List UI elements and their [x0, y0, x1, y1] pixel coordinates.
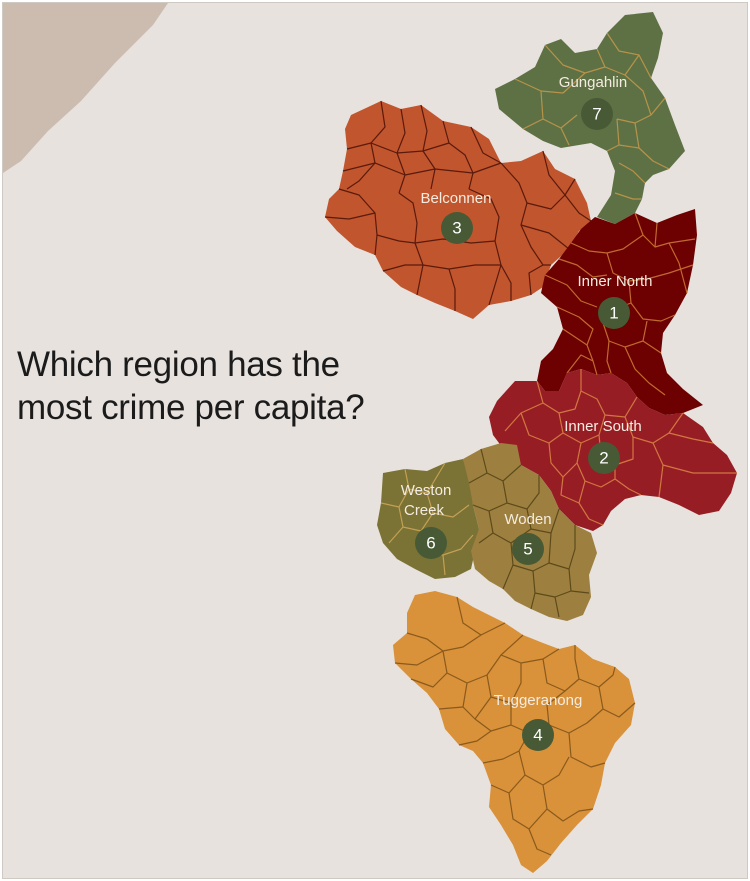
region-label-gungahlin: Gungahlin	[559, 74, 627, 91]
region-label-creek: Creek	[404, 502, 445, 519]
region-label-inner-south: Inner South	[564, 418, 642, 435]
rank-badge-gungahlin: 7	[581, 98, 613, 130]
region-label-tuggeranong: Tuggeranong	[494, 692, 583, 709]
rank-number-inner-south: 2	[599, 449, 608, 468]
rank-badge-tuggeranong: 4	[522, 719, 554, 751]
region-label-woden: Woden	[504, 511, 551, 528]
rank-number-inner-north: 1	[609, 304, 618, 323]
rank-badge-belconnen: 3	[441, 212, 473, 244]
rank-badge-weston-creek: 6	[415, 527, 447, 559]
question-line-1: Which region has the	[17, 345, 340, 384]
region-weston-creek[interactable]	[377, 459, 479, 579]
region-belconnen[interactable]	[324, 100, 592, 319]
rank-number-belconnen: 3	[452, 219, 461, 238]
question-line-2: most crime per capita?	[17, 388, 365, 427]
rank-number-tuggeranong: 4	[533, 726, 542, 745]
canberra-region-map: Gungahlin 7 Belconnen 3 Inner North 1 In…	[3, 3, 737, 873]
region-label-belconnen: Belconnen	[421, 190, 492, 207]
region-woden[interactable]	[463, 443, 597, 621]
region-label-weston: Weston	[401, 482, 452, 499]
region-label-inner-north: Inner North	[577, 273, 652, 290]
rank-number-woden: 5	[523, 540, 532, 559]
corner-land	[3, 3, 168, 173]
rank-badge-inner-north: 1	[598, 297, 630, 329]
question-heading: Which region has the most crime per capi…	[17, 343, 365, 429]
rank-number-gungahlin: 7	[592, 105, 601, 124]
rank-badge-inner-south: 2	[588, 442, 620, 474]
rank-badge-woden: 5	[512, 533, 544, 565]
rank-number-weston-creek: 6	[426, 534, 435, 553]
region-tuggeranong[interactable]	[393, 591, 636, 873]
